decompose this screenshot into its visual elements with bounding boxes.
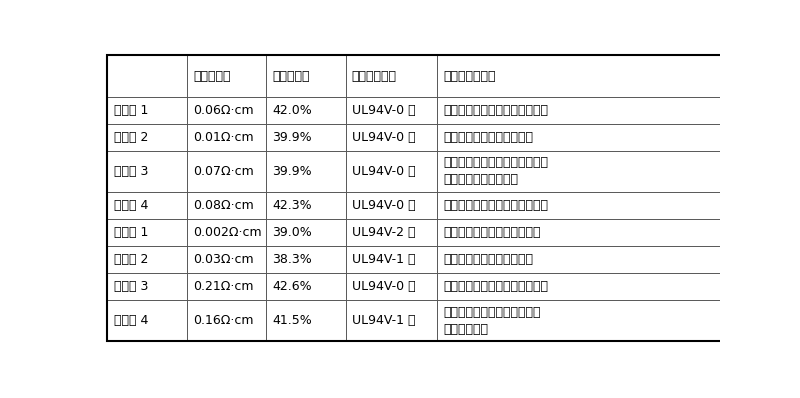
- Text: UL94V-1 级: UL94V-1 级: [352, 253, 415, 266]
- Text: 0.16Ω·cm: 0.16Ω·cm: [193, 314, 254, 327]
- Text: 燃烧残留物形态: 燃烧残留物形态: [443, 70, 496, 83]
- Bar: [107, 192, 187, 219]
- Bar: [107, 151, 187, 192]
- Bar: [107, 97, 187, 124]
- Bar: [266, 300, 346, 341]
- Bar: [187, 124, 266, 151]
- Text: 体积电阵率: 体积电阵率: [193, 70, 230, 83]
- Text: 对比例 2: 对比例 2: [114, 253, 148, 266]
- Bar: [438, 151, 727, 192]
- Bar: [266, 246, 346, 273]
- Bar: [346, 55, 438, 97]
- Text: UL94V-0 级: UL94V-0 级: [352, 199, 415, 212]
- Text: 41.5%: 41.5%: [272, 314, 312, 327]
- Text: UL94V-0 级: UL94V-0 级: [352, 131, 415, 144]
- Text: 对比例 4: 对比例 4: [114, 314, 148, 327]
- Bar: [187, 246, 266, 273]
- Text: UL94V-0 级: UL94V-0 级: [352, 165, 415, 178]
- Bar: [107, 273, 187, 300]
- Text: 表面坚硬和连续的块状物。: 表面坚硬和连续的块状物。: [443, 131, 534, 144]
- Text: 表面非常坚硬和连续的块状物。: 表面非常坚硬和连续的块状物。: [443, 199, 549, 212]
- Bar: [266, 97, 346, 124]
- Text: 42.3%: 42.3%: [272, 199, 312, 212]
- Bar: [266, 55, 346, 97]
- Bar: [107, 246, 187, 273]
- Text: 0.06Ω·cm: 0.06Ω·cm: [193, 104, 254, 117]
- Text: 38.3%: 38.3%: [272, 253, 312, 266]
- Text: 0.01Ω·cm: 0.01Ω·cm: [193, 131, 254, 144]
- Bar: [346, 192, 438, 219]
- Text: 实施例 2: 实施例 2: [114, 131, 148, 144]
- Text: 实施例 4: 实施例 4: [114, 199, 148, 212]
- Bar: [438, 300, 727, 341]
- Text: UL94V-0 级: UL94V-0 级: [352, 280, 415, 293]
- Bar: [266, 124, 346, 151]
- Bar: [346, 124, 438, 151]
- Bar: [438, 55, 727, 97]
- Text: 极限氧指数: 极限氧指数: [272, 70, 310, 83]
- Text: 39.9%: 39.9%: [272, 165, 312, 178]
- Text: 实施例 1: 实施例 1: [114, 104, 148, 117]
- Bar: [187, 151, 266, 192]
- Bar: [346, 151, 438, 192]
- Bar: [346, 246, 438, 273]
- Text: 0.07Ω·cm: 0.07Ω·cm: [193, 165, 254, 178]
- Bar: [107, 219, 187, 246]
- Bar: [346, 97, 438, 124]
- Text: 39.0%: 39.0%: [272, 226, 312, 239]
- Bar: [346, 273, 438, 300]
- Text: 0.002Ω·cm: 0.002Ω·cm: [193, 226, 262, 239]
- Bar: [107, 55, 187, 97]
- Text: 垂直燃烧性能: 垂直燃烧性能: [352, 70, 397, 83]
- Bar: [266, 219, 346, 246]
- Bar: [187, 55, 266, 97]
- Text: 实施例 3: 实施例 3: [114, 165, 148, 178]
- Bar: [438, 273, 727, 300]
- Text: UL94V-1 级: UL94V-1 级: [352, 314, 415, 327]
- Bar: [187, 273, 266, 300]
- Bar: [346, 300, 438, 341]
- Bar: [187, 219, 266, 246]
- Text: 对比例 3: 对比例 3: [114, 280, 148, 293]
- Text: 表面非常坚硬和连续的块状物。: 表面非常坚硬和连续的块状物。: [443, 280, 549, 293]
- Text: 表面有裂纹的块状残留物。: 表面有裂纹的块状残留物。: [443, 253, 534, 266]
- Bar: [266, 151, 346, 192]
- Bar: [346, 219, 438, 246]
- Text: 松散脂弱的块状物，连续性较
差，易破碎。: 松散脂弱的块状物，连续性较 差，易破碎。: [443, 306, 541, 336]
- Bar: [187, 192, 266, 219]
- Text: 松散脂弱的灰状物，易破碎。: 松散脂弱的灰状物，易破碎。: [443, 226, 541, 239]
- Bar: [266, 273, 346, 300]
- Bar: [187, 300, 266, 341]
- Bar: [187, 97, 266, 124]
- Bar: [438, 219, 727, 246]
- Bar: [107, 124, 187, 151]
- Bar: [438, 192, 727, 219]
- Text: 42.0%: 42.0%: [272, 104, 312, 117]
- Bar: [266, 192, 346, 219]
- Text: UL94V-0 级: UL94V-0 级: [352, 104, 415, 117]
- Text: 表面非常坚硬和连续的块状物。: 表面非常坚硬和连续的块状物。: [443, 104, 549, 117]
- Text: 0.21Ω·cm: 0.21Ω·cm: [193, 280, 254, 293]
- Text: 对比例 1: 对比例 1: [114, 226, 148, 239]
- Bar: [438, 246, 727, 273]
- Text: 42.6%: 42.6%: [272, 280, 312, 293]
- Text: 0.08Ω·cm: 0.08Ω·cm: [193, 199, 254, 212]
- Bar: [438, 124, 727, 151]
- Text: 表面坚硬和连续的块状物。稍有
细微裂纹，产量稍小。: 表面坚硬和连续的块状物。稍有 细微裂纹，产量稍小。: [443, 156, 549, 186]
- Bar: [107, 300, 187, 341]
- Text: 0.03Ω·cm: 0.03Ω·cm: [193, 253, 254, 266]
- Text: 39.9%: 39.9%: [272, 131, 312, 144]
- Bar: [438, 97, 727, 124]
- Text: UL94V-2 级: UL94V-2 级: [352, 226, 415, 239]
